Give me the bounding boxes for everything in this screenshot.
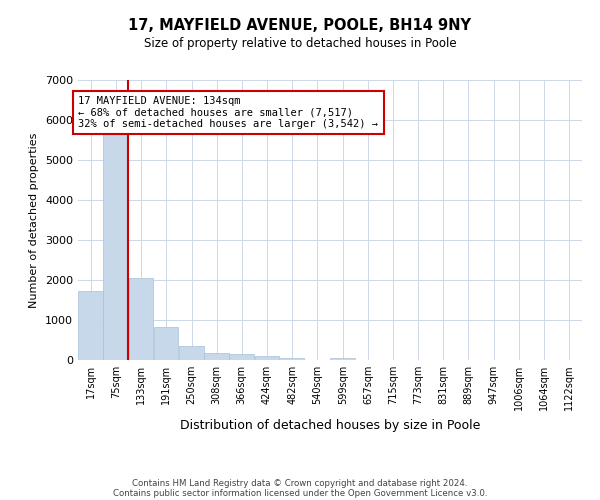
Text: 17, MAYFIELD AVENUE, POOLE, BH14 9NY: 17, MAYFIELD AVENUE, POOLE, BH14 9NY <box>128 18 472 32</box>
Bar <box>280 358 304 360</box>
Bar <box>103 130 128 360</box>
Text: Size of property relative to detached houses in Poole: Size of property relative to detached ho… <box>143 38 457 51</box>
Y-axis label: Number of detached properties: Number of detached properties <box>29 132 40 308</box>
Bar <box>78 291 103 360</box>
Text: Contains public sector information licensed under the Open Government Licence v3: Contains public sector information licen… <box>113 488 487 498</box>
X-axis label: Distribution of detached houses by size in Poole: Distribution of detached houses by size … <box>180 418 480 432</box>
Bar <box>229 354 254 360</box>
Text: Contains HM Land Registry data © Crown copyright and database right 2024.: Contains HM Land Registry data © Crown c… <box>132 478 468 488</box>
Bar <box>331 358 355 360</box>
Bar <box>154 327 178 360</box>
Bar <box>205 352 229 360</box>
Text: 17 MAYFIELD AVENUE: 134sqm
← 68% of detached houses are smaller (7,517)
32% of s: 17 MAYFIELD AVENUE: 134sqm ← 68% of deta… <box>79 96 379 129</box>
Bar <box>179 346 204 360</box>
Bar <box>254 356 279 360</box>
Bar <box>128 278 153 360</box>
